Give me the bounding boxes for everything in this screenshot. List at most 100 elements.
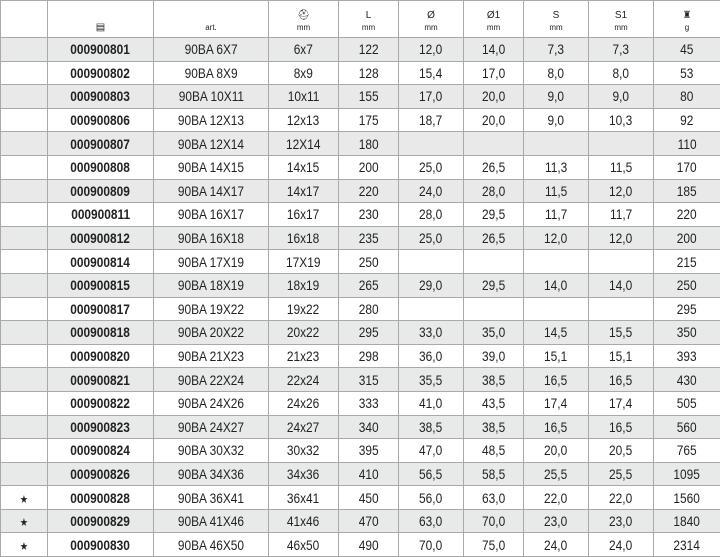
cell-d1: 39,0	[464, 344, 524, 368]
cell-code: 000900822	[48, 391, 154, 415]
cell-code: 000900817	[48, 297, 154, 321]
cell-g-text: 505	[677, 395, 697, 411]
cell-d-text: 29,0	[419, 277, 442, 293]
cell-g-text: 765	[677, 442, 697, 458]
cell-art: 90BA 36X41	[154, 486, 269, 510]
cell-s-text: 20,0	[544, 442, 567, 458]
cell-mark	[1, 415, 48, 439]
cell-mark	[1, 439, 48, 463]
cell-d-text: 36,0	[419, 348, 442, 364]
cell-s-text: 16,5	[544, 419, 567, 435]
cell-code-text: 000900801	[71, 41, 131, 57]
label: Ø	[399, 10, 463, 22]
header-weight: ♜g	[654, 1, 720, 38]
cell-g-text: 430	[677, 372, 697, 388]
cell-s: 16,5	[524, 368, 589, 392]
cell-d1: 20,0	[464, 85, 524, 109]
cell-size: 19x22	[269, 297, 339, 321]
cell-s1	[589, 250, 654, 274]
cell-art-text: 90BA 36X41	[178, 490, 244, 506]
cell-g-text: 1840	[674, 513, 700, 529]
cell-d1: 48,5	[464, 439, 524, 463]
cell-L-text: 128	[359, 65, 379, 81]
cell-code: 000900808	[48, 155, 154, 179]
header-code: ▤	[48, 1, 154, 38]
cell-s1: 12,0	[589, 226, 654, 250]
header-socket: ⛑mm	[269, 1, 339, 38]
cell-size: 12X14	[269, 132, 339, 156]
cell-size-text: 16x17	[287, 206, 319, 222]
cell-g: 92	[654, 108, 720, 132]
unit: mm	[362, 23, 375, 32]
cell-L-text: 122	[359, 41, 379, 57]
label: Ø1	[464, 10, 523, 22]
cell-art: 90BA 16X18	[154, 226, 269, 250]
cell-s	[524, 250, 589, 274]
cell-L: 298	[339, 344, 399, 368]
cell-L-text: 265	[359, 277, 379, 293]
cell-code-text: 000900809	[71, 183, 131, 199]
cell-s1-text: 24,0	[609, 537, 632, 553]
cell-L: 250	[339, 250, 399, 274]
cell-d1: 75,0	[464, 533, 524, 557]
cell-size: 46x50	[269, 533, 339, 557]
cell-size: 22x24	[269, 368, 339, 392]
cell-g-text: 1095	[674, 466, 700, 482]
cell-d1: 35,0	[464, 321, 524, 345]
cell-g: 53	[654, 61, 720, 85]
cell-g-text: 200	[677, 230, 697, 246]
cell-art-text: 90BA 16X17	[178, 206, 244, 222]
cell-art-text: 90BA 10X11	[178, 88, 243, 104]
cell-art: 90BA 30X32	[154, 439, 269, 463]
cell-d-text: 33,0	[419, 324, 442, 340]
cell-code: 000900826	[48, 462, 154, 486]
cell-d-text: 17,0	[419, 88, 442, 104]
cell-size-text: 8x9	[294, 65, 313, 81]
cell-s: 17,4	[524, 391, 589, 415]
cell-code: 000900824	[48, 439, 154, 463]
cell-L: 490	[339, 533, 399, 557]
cell-code-text: 000900826	[71, 466, 131, 482]
cell-size: 41x46	[269, 509, 339, 533]
cell-L: 175	[339, 108, 399, 132]
cell-g: 250	[654, 273, 720, 297]
unit: mm	[424, 23, 437, 32]
cell-mark	[1, 297, 48, 321]
cell-art: 90BA 22X24	[154, 368, 269, 392]
cell-art: 90BA 12X13	[154, 108, 269, 132]
cell-mark: ★	[1, 533, 48, 557]
cell-code-text: 000900818	[71, 324, 131, 340]
cell-size: 6x7	[269, 38, 339, 62]
cell-size: 24x26	[269, 391, 339, 415]
cell-s1: 11,5	[589, 155, 654, 179]
cell-size-text: 17X19	[286, 254, 320, 270]
label: S	[524, 10, 588, 22]
cell-d: 38,5	[399, 415, 464, 439]
cell-art: 90BA 8X9	[154, 61, 269, 85]
cell-g: 393	[654, 344, 720, 368]
